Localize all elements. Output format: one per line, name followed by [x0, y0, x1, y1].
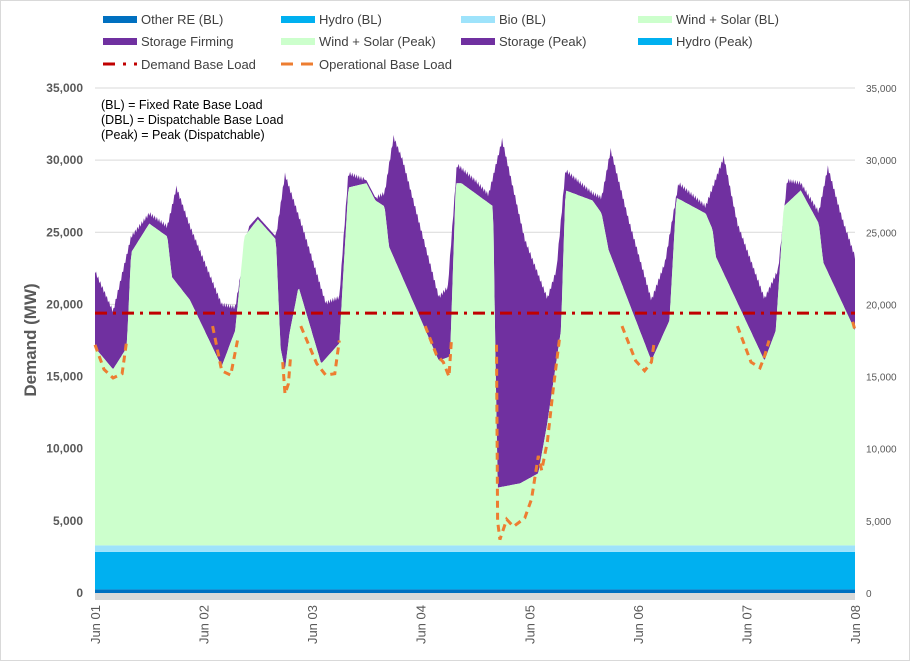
- y-tick-label-left: 20,000: [46, 297, 83, 311]
- axes: 0 0 5,000 5,000 10,000 10,000 15,000 15,000 20,0…: [46, 81, 897, 644]
- y-tick-label-right: 10,000: [866, 445, 897, 456]
- x-tick-label: Jun 04: [414, 605, 429, 644]
- y-tick-label-right: 20,000: [866, 300, 897, 311]
- y-tick-label-left: 30,000: [46, 153, 83, 167]
- y-tick-label-left: 0: [76, 586, 83, 600]
- legend-label: Storage Firming: [141, 34, 233, 49]
- lines: [93, 311, 857, 541]
- legend-label: Bio (BL): [499, 12, 546, 27]
- y-tick-label-right: 25,000: [866, 228, 897, 239]
- operational-base-load-line: [495, 336, 562, 541]
- area-other-re-bl-: [95, 589, 855, 593]
- legend-label: Wind + Solar (Peak): [319, 34, 436, 49]
- operational-base-load-line: [299, 325, 341, 377]
- legend-swatch: [103, 38, 137, 45]
- legend-label: Other RE (BL): [141, 12, 223, 27]
- x-tick-label: Jun 08: [848, 605, 863, 644]
- y-tick-label-right: 5,000: [866, 517, 891, 528]
- note-dbl: (DBL) = Dispatchable Base Load: [101, 113, 283, 127]
- y-tick-label-left: 15,000: [46, 370, 83, 384]
- legend-label: Demand Base Load: [141, 57, 256, 72]
- legend: Other RE (BL) Hydro (BL) Bio (BL) Wind + So…: [103, 12, 779, 72]
- operational-base-load-line: [620, 325, 656, 374]
- legend-swatch: [638, 38, 672, 45]
- y-tick-label-left: 35,000: [46, 81, 83, 95]
- operational-base-load-line: [735, 325, 771, 371]
- note-peak: (Peak) = Peak (Dispatchable): [101, 128, 265, 142]
- x-tick-label: Jun 05: [522, 605, 537, 644]
- x-tick-label: Jun 01: [88, 605, 103, 644]
- legend-label: Hydro (BL): [319, 12, 382, 27]
- legend-label: Hydro (Peak): [676, 34, 753, 49]
- x-tick-label: Jun 03: [305, 605, 320, 644]
- area-hydro-bl-: [95, 551, 855, 590]
- x-tick-label: Jun 07: [739, 605, 754, 644]
- area-wind-solar-bl: [95, 183, 855, 546]
- y-tick-label-left: 10,000: [46, 442, 83, 456]
- legend-label: Wind + Solar (BL): [676, 12, 779, 27]
- operational-base-load-line: [423, 325, 453, 378]
- legend-label: Operational Base Load: [319, 57, 452, 72]
- legend-swatch: [281, 38, 315, 45]
- legend-swatch: [638, 16, 672, 23]
- y-tick-label-left: 5,000: [53, 514, 83, 528]
- legend-swatch: [461, 38, 495, 45]
- y-axis-label: Demand (MW): [21, 283, 40, 396]
- y-tick-label-right: 0: [866, 589, 872, 600]
- area-storage-firming: [95, 134, 855, 488]
- y-tick-label-right: 15,000: [866, 373, 897, 384]
- y-tick-label-right: 30,000: [866, 156, 897, 167]
- note-bl: (BL) = Fixed Rate Base Load: [101, 98, 263, 112]
- y-tick-label-right: 35,000: [866, 84, 897, 95]
- x-tick-label: Jun 06: [631, 605, 646, 644]
- area-bio-bl-: [95, 545, 855, 552]
- y-tick-label-left: 25,000: [46, 225, 83, 239]
- operational-base-load-line: [851, 321, 857, 331]
- operational-base-load-line: [211, 325, 239, 378]
- x-tick-label: Jun 02: [197, 605, 212, 644]
- legend-label: Storage (Peak): [499, 34, 586, 49]
- legend-swatch: [103, 16, 137, 23]
- x-axis-line: [95, 593, 855, 600]
- stacked-areas: [95, 134, 855, 593]
- operational-base-load-line: [281, 354, 293, 395]
- operational-base-load-line: [93, 340, 129, 380]
- legend-swatch: [281, 16, 315, 23]
- legend-swatch: [461, 16, 495, 23]
